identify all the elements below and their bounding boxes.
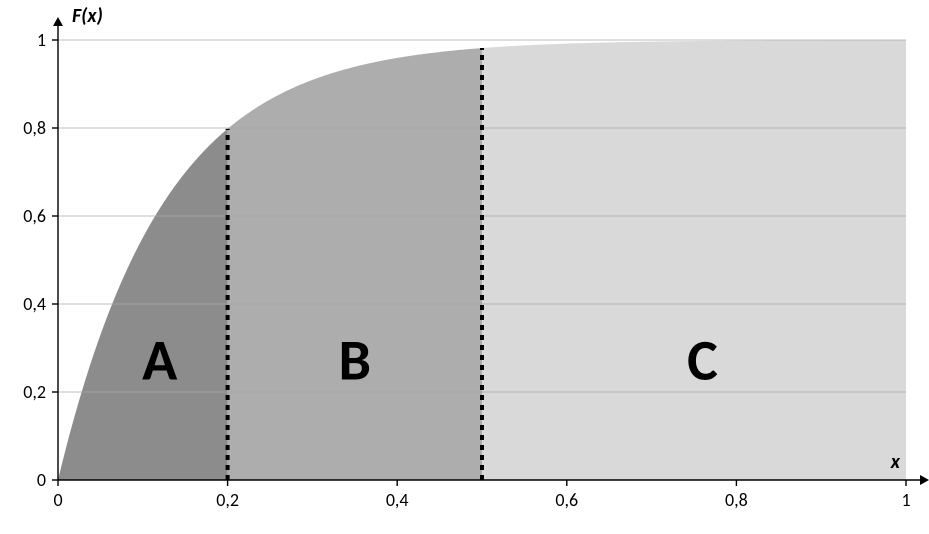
region-label-C: C [687,325,718,396]
x-tick-label: 1 [901,489,910,511]
region-label-B: B [339,325,372,396]
region-label-A: A [142,325,178,396]
y-tick-label: 1 [37,29,46,51]
y-tick-label: 0,4 [23,293,46,315]
y-tick-label: 0,6 [23,205,46,227]
region-C [482,40,906,480]
x-tick-label: 0,4 [386,489,409,511]
y-tick-label: 0 [37,469,46,491]
chart-svg: 00,20,40,60,8100,20,40,60,81xF(x)ABC [0,0,929,534]
x-tick-label: 0,2 [216,489,239,511]
y-axis-title: F(x) [72,4,103,28]
region-B [228,48,482,480]
x-tick-label: 0,6 [555,489,578,511]
y-tick-label: 0,2 [23,381,46,403]
cdf-region-chart: 00,20,40,60,8100,20,40,60,81xF(x)ABC [0,0,929,534]
x-axis-title: x [890,450,901,474]
x-tick-label: 0 [53,489,62,511]
y-tick-label: 0,8 [23,117,46,139]
x-tick-label: 0,8 [725,489,748,511]
